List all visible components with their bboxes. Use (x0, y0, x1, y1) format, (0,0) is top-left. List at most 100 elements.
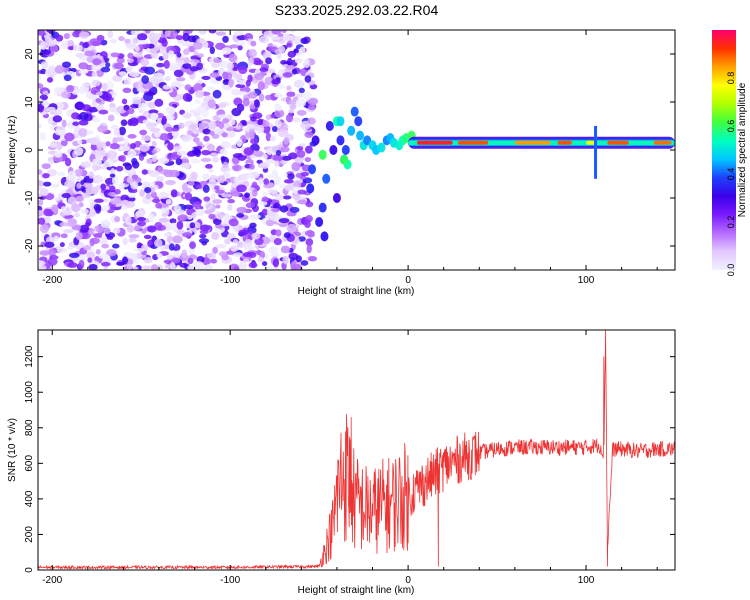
noise-blob (206, 252, 217, 259)
noise-blob (279, 205, 289, 213)
noise-blob (182, 63, 192, 69)
noise-blob (258, 177, 264, 185)
noise-blob (291, 162, 301, 172)
noise-blob (208, 30, 217, 34)
noise-blob (189, 59, 200, 64)
noise-blob (95, 205, 102, 214)
noise-blob (105, 62, 111, 68)
noise-blob (248, 48, 257, 58)
noise-blob (106, 235, 114, 240)
noise-blob (222, 35, 229, 43)
noise-blob (252, 150, 264, 157)
noise-blob (304, 75, 312, 83)
noise-blob (189, 66, 199, 72)
noise-blob (141, 75, 150, 84)
noise-blob (167, 142, 174, 151)
noise-blob (39, 94, 48, 101)
noise-blob (257, 256, 264, 263)
noise-blob (91, 79, 101, 87)
noise-blob (274, 93, 284, 98)
noise-blob (247, 74, 253, 83)
noise-blob (259, 67, 269, 73)
noise-blob (227, 62, 234, 70)
noise-blob (286, 91, 296, 97)
noise-blob (235, 125, 241, 130)
noise-blob (78, 119, 89, 126)
noise-blob (112, 227, 121, 234)
noise-blob (79, 224, 90, 233)
noise-blob (274, 109, 285, 118)
noise-blob (70, 203, 81, 213)
noise-blob (270, 252, 280, 258)
noise-blob (302, 91, 312, 101)
noise-blob (271, 126, 278, 132)
noise-blob (287, 50, 296, 58)
noise-blob (225, 250, 235, 255)
noise-blob (227, 204, 233, 211)
noise-blob (256, 159, 263, 164)
noise-blob (141, 169, 148, 175)
noise-blob (41, 100, 49, 107)
noise-blob (116, 57, 125, 64)
noise-blob (164, 232, 171, 238)
noise-blob (299, 46, 306, 55)
noise-blob (168, 50, 175, 58)
noise-blob (226, 72, 233, 81)
noise-blob (92, 233, 103, 238)
noise-blob (40, 41, 47, 50)
noise-blob (162, 53, 169, 60)
transition-blob (340, 154, 349, 165)
noise-blob (267, 189, 279, 194)
noise-blob (75, 232, 83, 241)
noise-blob (191, 212, 197, 219)
noise-blob (261, 208, 268, 216)
noise-blob (297, 199, 307, 205)
noise-blob (276, 104, 283, 112)
noise-blob (145, 192, 152, 200)
noise-blob (209, 130, 215, 136)
y-tick-label: 200 (24, 526, 35, 543)
noise-blob (242, 97, 250, 107)
noise-blob (54, 109, 63, 116)
y-tick-label: 0 (24, 147, 35, 153)
noise-blob (39, 224, 50, 233)
noise-blob (176, 77, 186, 82)
snr-frame (37, 329, 676, 571)
x-tick-label: 0 (405, 575, 411, 586)
noise-blob (113, 62, 124, 70)
noise-blob (257, 81, 265, 91)
x-tick-label: 100 (578, 575, 595, 586)
noise-blob (107, 192, 116, 197)
noise-blob (256, 124, 265, 134)
noise-blob (264, 76, 274, 85)
noise-blob (258, 93, 265, 102)
noise-blob (74, 146, 84, 156)
noise-blob (263, 178, 270, 185)
noise-blob (184, 162, 191, 170)
noise-blob (295, 255, 302, 263)
noise-blob (294, 57, 303, 64)
noise-blob (127, 192, 137, 198)
noise-blob (112, 74, 123, 82)
noise-blob (291, 263, 303, 270)
figure-title: S233.2025.292.03.22.R04 (274, 2, 439, 18)
noise-blob (249, 163, 255, 170)
noise-blob (164, 264, 171, 269)
noise-blob (110, 52, 120, 58)
noise-blob (307, 232, 315, 238)
noise-blob (225, 131, 236, 138)
noise-blob (39, 188, 49, 197)
noise-blob (95, 249, 101, 255)
noise-blob (109, 143, 120, 150)
noise-blob (71, 112, 80, 120)
noise-blob (169, 169, 180, 178)
noise-blob (245, 202, 256, 209)
noise-blob (305, 201, 314, 208)
noise-blob (300, 260, 309, 266)
noise-blob (268, 246, 279, 254)
transition-blob (356, 130, 365, 141)
noise-blob (103, 161, 110, 168)
noise-blob (212, 218, 222, 225)
noise-blob (138, 155, 145, 161)
noise-blob (278, 84, 286, 90)
